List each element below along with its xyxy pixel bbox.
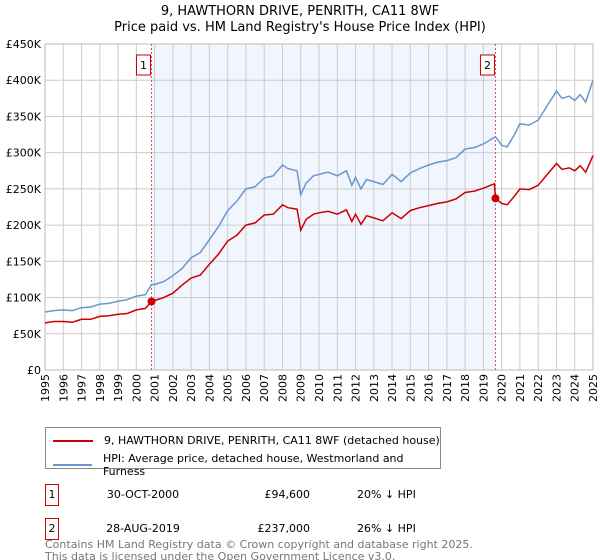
sale-badge-box bbox=[479, 54, 495, 76]
legend-item-hpi: HPI: Average price, detached house, West… bbox=[53, 452, 440, 478]
x-tick-label: 2022 bbox=[532, 374, 545, 402]
y-tick-label: £250K bbox=[6, 183, 42, 196]
legend-label: 9, HAWTHORN DRIVE, PENRITH, CA11 8WF (de… bbox=[104, 434, 440, 447]
y-tick-label: £0 bbox=[27, 364, 41, 377]
sale-badge-box bbox=[135, 54, 151, 76]
x-tick-label: 2019 bbox=[477, 374, 490, 402]
x-tick-label: 2008 bbox=[276, 374, 289, 402]
sale-hpi-diff: 26% ↓ HPI bbox=[357, 522, 416, 535]
legend-swatch-red bbox=[53, 439, 93, 442]
x-tick-label: 2001 bbox=[149, 374, 162, 402]
line-chart: 1995 1996 1997 1998 1999 2000 2001 2002 2003 2004… bbox=[6, 38, 600, 402]
x-tick-label: 2013 bbox=[368, 374, 381, 402]
x-tick-label: 1997 bbox=[76, 374, 89, 402]
x-tick-label: 2000 bbox=[130, 374, 143, 402]
legend-label: HPI: Average price, detached house, West… bbox=[102, 452, 404, 478]
sale-row: 2 28-AUG-2019 £237,000 26% ↓ HPI bbox=[45, 518, 465, 540]
y-tick-label: £450K bbox=[6, 38, 42, 51]
x-tick-label: 2004 bbox=[203, 374, 216, 402]
chart-subtitle: Price paid vs. HM Land Registry's House … bbox=[114, 20, 486, 35]
x-tick-label: 2016 bbox=[423, 374, 436, 402]
x-tick-label: 2012 bbox=[350, 374, 363, 402]
x-tick-label: 2018 bbox=[459, 374, 472, 402]
legend-item-property: 9, HAWTHORN DRIVE, PENRITH, CA11 8WF (de… bbox=[53, 434, 440, 447]
sale-price: £237,000 bbox=[257, 522, 311, 535]
plot-border bbox=[44, 43, 594, 371]
sale-date: 30-OCT-2000 bbox=[106, 488, 180, 501]
x-tick-label: 2023 bbox=[550, 374, 563, 402]
sale-row: 1 30-OCT-2000 £94,600 20% ↓ HPI bbox=[45, 484, 465, 506]
sale-badge: 2 bbox=[45, 518, 59, 540]
y-tick-label: £100K bbox=[6, 292, 42, 305]
x-tick-label: 1999 bbox=[112, 374, 125, 402]
y-tick-label: £300K bbox=[6, 147, 42, 160]
x-tick-label: 2011 bbox=[331, 374, 344, 402]
property-price-line bbox=[44, 155, 594, 324]
y-tick-label: £200K bbox=[6, 219, 42, 232]
x-tick-label: 2007 bbox=[258, 374, 271, 402]
x-tick-label: 2003 bbox=[185, 374, 198, 402]
x-tick-label: 1998 bbox=[94, 374, 107, 402]
x-tick-label: 2020 bbox=[496, 374, 509, 402]
x-tick-label: 2021 bbox=[514, 374, 527, 402]
x-tick-label: 2015 bbox=[404, 374, 417, 402]
footer-copyright: Contains HM Land Registry data © Crown c… bbox=[45, 538, 473, 551]
x-tick-label: 1996 bbox=[57, 374, 70, 402]
x-tick-label: 2002 bbox=[167, 374, 180, 402]
x-tick-label: 2006 bbox=[240, 374, 253, 402]
sale-point bbox=[147, 297, 156, 306]
sale-badge: 1 bbox=[45, 484, 59, 506]
footer: Contains HM Land Registry data © Crown c… bbox=[45, 539, 473, 560]
x-tick-label: 2005 bbox=[222, 374, 235, 402]
x-tick-label: 1995 bbox=[39, 374, 52, 402]
y-tick-label: £50K bbox=[13, 328, 42, 341]
legend: 9, HAWTHORN DRIVE, PENRITH, CA11 8WF (de… bbox=[45, 427, 441, 478]
x-tick-label: 2014 bbox=[386, 374, 399, 402]
y-tick-label: £400K bbox=[6, 74, 42, 87]
sale-badge-label: 2 bbox=[484, 59, 491, 72]
sale-badge-label: 1 bbox=[140, 59, 147, 72]
chart-title: 9, HAWTHORN DRIVE, PENRITH, CA11 8WF bbox=[160, 4, 440, 19]
y-tick-label: £350K bbox=[6, 110, 42, 123]
sale-date: 28-AUG-2019 bbox=[106, 522, 180, 535]
x-tick-label: 2009 bbox=[295, 374, 308, 402]
y-tick-label: £150K bbox=[6, 255, 42, 268]
sale-price: £94,600 bbox=[264, 488, 311, 501]
x-tick-label: 2010 bbox=[313, 374, 326, 402]
footer-licence: This data is licensed under the Open Gov… bbox=[45, 549, 396, 560]
shaded-ownership-period bbox=[151, 44, 496, 370]
x-tick-label: 2024 bbox=[569, 374, 582, 402]
x-tick-label: 2025 bbox=[587, 374, 600, 402]
sale-hpi-diff: 20% ↓ HPI bbox=[357, 488, 416, 501]
hpi-line bbox=[44, 79, 594, 313]
x-tick-label: 2017 bbox=[441, 374, 454, 402]
sale-point bbox=[491, 194, 500, 203]
legend-swatch-blue bbox=[53, 464, 92, 466]
